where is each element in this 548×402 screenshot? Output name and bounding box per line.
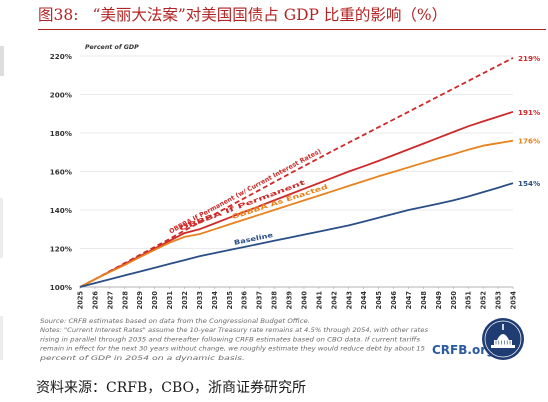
chart-footnote: remain in effect for the next 30 years w…: [40, 347, 425, 353]
x-tick-label: 2030: [151, 291, 159, 310]
x-tick-label: 2052: [480, 291, 488, 310]
capitol-wing-icon: [494, 340, 512, 345]
x-tick-label: 2053: [495, 291, 503, 310]
end-value-label: 191%: [518, 108, 540, 117]
chart-footnote: Source: CRFB estimates based on data fro…: [40, 319, 310, 325]
y-tick-label: 140%: [50, 206, 72, 215]
series-line: [79, 57, 514, 288]
x-tick-label: 2042: [330, 291, 338, 310]
crfb-logo: CRFB.org: [432, 318, 524, 360]
y-axis-title: Percent of GDP: [85, 43, 139, 51]
x-tick-label: 2054: [510, 291, 518, 310]
x-tick-label: 2036: [241, 291, 249, 310]
x-tick-label: 2027: [106, 291, 114, 310]
x-tick-label: 2044: [360, 291, 368, 310]
x-tick-label: 2046: [390, 291, 398, 310]
series-line: [79, 182, 514, 288]
title-rule: [38, 29, 546, 30]
x-tick-label: 2031: [166, 291, 174, 310]
capitol-spire-icon: [502, 324, 504, 330]
figure-title: 图38: “美丽大法案”对美国国债占 GDP 比重的影响（%）: [38, 3, 543, 29]
y-tick-label: 160%: [50, 167, 72, 176]
x-tick-label: 2039: [286, 291, 294, 310]
x-tick-label: 2041: [315, 291, 323, 310]
axis-layer: 100% 120% 140% 160% 180% 200% 220% Percent of G…: [50, 43, 518, 309]
end-value-label: 219%: [518, 54, 540, 63]
y-tick-label: 180%: [50, 129, 72, 138]
x-tick-label: 2025: [77, 291, 85, 310]
figure-title-text: “美丽大法案”对美国国债占 GDP 比重的影响（%）: [92, 6, 448, 24]
logo-text: CRFB.org: [432, 343, 495, 357]
chart-footnote: percent of GDP in 2054 on a dynamic basi…: [38, 356, 245, 362]
x-tick-label: 2037: [256, 291, 264, 310]
y-tick-label: 120%: [50, 244, 72, 253]
series-line: [79, 139, 514, 288]
x-tick-label: 2048: [420, 291, 428, 310]
grid-layer: [80, 55, 513, 249]
x-tick-label: 2043: [345, 291, 353, 310]
x-tick-label: 2026: [91, 291, 99, 310]
y-tick-label: 200%: [50, 90, 72, 99]
x-tick-label: 2028: [121, 291, 129, 310]
logo-ring: [484, 320, 522, 358]
series-layer: [79, 57, 514, 288]
x-tick-label: 2049: [435, 291, 443, 310]
x-tick-label: 2045: [375, 291, 383, 310]
x-tick-label: 2032: [181, 291, 189, 310]
x-tick-label: 2051: [465, 291, 473, 310]
label-layer: 219%191%176%154%OBBBA If Permanent (w/ C…: [168, 54, 540, 247]
x-tick-label: 2040: [300, 291, 308, 310]
series-line: [79, 110, 514, 288]
x-tick-label: 2050: [450, 291, 458, 310]
y-tick-label: 220%: [50, 52, 72, 61]
margin-mark: [0, 198, 3, 258]
capitol-dome-icon: [497, 334, 509, 340]
x-tick-label: 2034: [211, 291, 219, 310]
x-tick-label: 2033: [196, 291, 204, 310]
x-tick-label: 2029: [136, 291, 144, 310]
end-value-label: 176%: [518, 137, 540, 146]
x-tick-label: 2035: [226, 291, 234, 310]
chart-footnote: Notes: "Current Interest Rates" assume t…: [40, 328, 428, 334]
x-tick-label: 2047: [405, 291, 413, 310]
figure-number: 图38:: [38, 6, 79, 24]
x-tick-label: 2038: [271, 291, 279, 310]
source-note: 资料来源：CRFB，CBO，浙商证券研究所: [36, 380, 306, 396]
end-value-label: 154%: [518, 179, 540, 188]
margin-mark: [0, 316, 3, 360]
capitol-base-icon: [491, 345, 515, 348]
y-tick-label: 100%: [50, 283, 72, 292]
notes-layer: Source: CRFB estimates based on data fro…: [38, 319, 428, 362]
margin-mark: [0, 46, 4, 76]
chart-footnote: rising in parallel through 2035 and ther…: [40, 337, 420, 343]
